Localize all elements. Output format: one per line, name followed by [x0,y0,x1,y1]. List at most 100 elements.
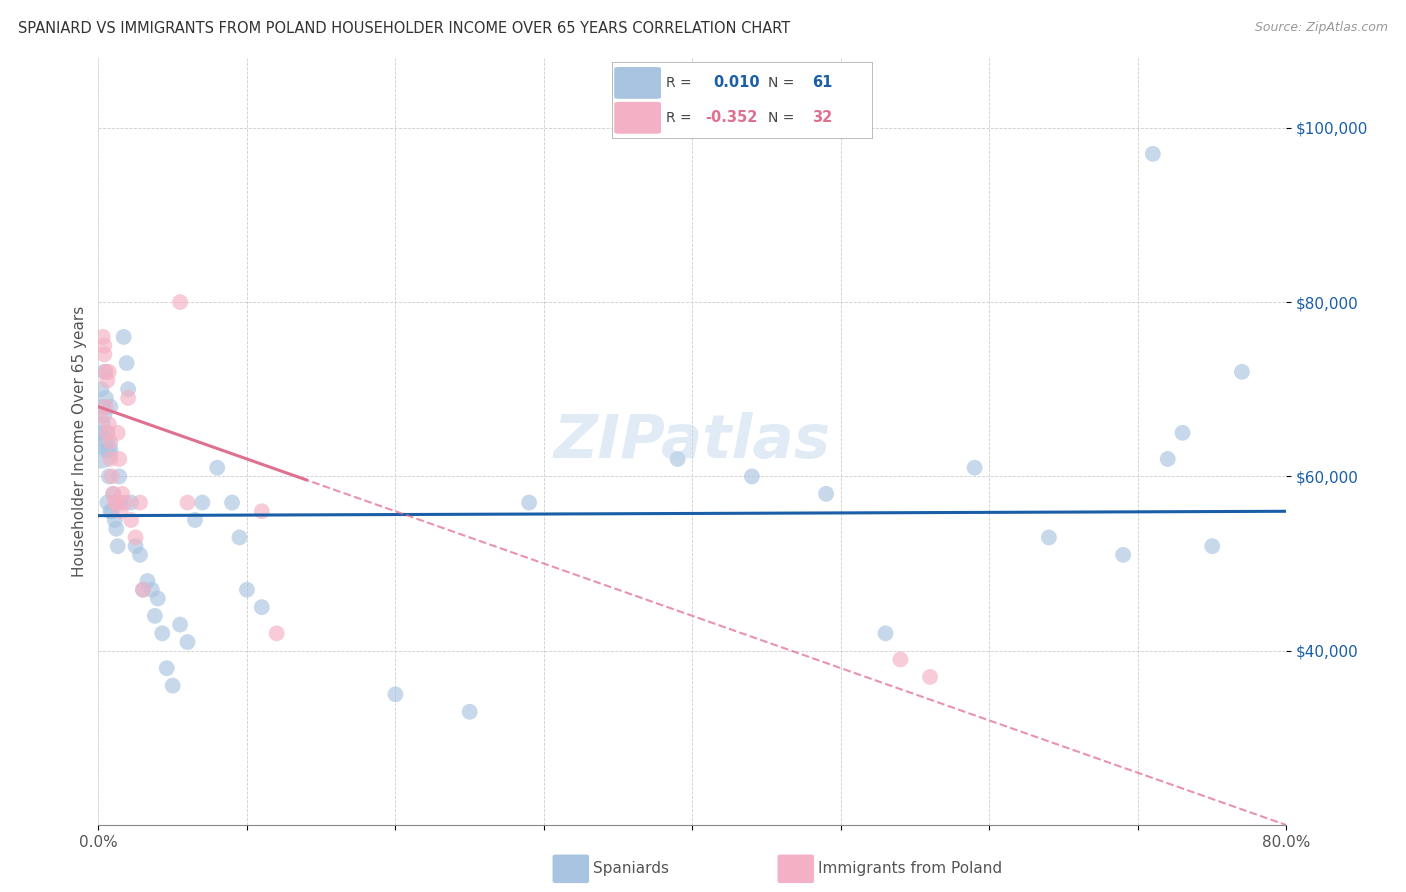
Point [1142,146,1164,161]
Point [124,539,146,553]
Point [97,417,120,431]
Point [105,495,128,509]
Text: ZIPatlas: ZIPatlas [554,412,831,471]
Point [93,338,115,352]
Text: Source: ZipAtlas.com: Source: ZipAtlas.com [1254,21,1388,34]
Point [104,495,127,509]
Point [90,382,112,396]
Point [94,434,117,449]
Text: N =: N = [768,76,794,90]
Point [250,600,273,615]
Point [169,295,191,310]
Point [91,330,114,344]
Text: N =: N = [768,111,794,125]
Point [98,400,121,414]
Text: SPANIARD VS IMMIGRANTS FROM POLAND HOUSEHOLDER INCOME OVER 65 YEARS CORRELATION : SPANIARD VS IMMIGRANTS FROM POLAND HOUSE… [18,21,790,36]
Point [666,452,689,467]
Point [98,452,121,467]
Text: Spaniards: Spaniards [593,862,669,876]
Point [169,617,191,632]
Point [129,548,152,562]
Point [101,469,124,483]
Point [97,365,120,379]
Point [1156,452,1178,467]
Point [89,409,111,423]
Text: 61: 61 [811,76,832,90]
Text: -0.352: -0.352 [706,111,758,125]
Point [90,425,112,440]
Point [117,391,139,405]
Point [517,495,540,509]
Point [94,365,117,379]
Point [112,330,135,344]
Point [111,487,134,501]
Point [94,400,117,414]
Point [120,513,142,527]
Point [889,652,911,666]
Point [94,443,117,458]
Point [96,425,118,440]
Point [458,705,481,719]
Point [741,469,763,483]
Point [146,591,169,606]
Point [97,443,120,458]
Point [110,495,132,509]
Point [205,460,228,475]
Point [129,495,152,509]
Point [143,608,166,623]
Point [101,504,124,518]
Point [98,434,121,449]
Point [108,452,131,467]
Point [114,495,136,509]
Point [132,582,155,597]
FancyBboxPatch shape [614,67,661,99]
Point [920,670,942,684]
Point [98,504,121,518]
Point [150,626,173,640]
Text: R =: R = [666,111,692,125]
Point [875,626,897,640]
Point [184,513,207,527]
Text: 0.010: 0.010 [713,76,759,90]
Point [156,661,179,675]
Text: 32: 32 [811,111,832,125]
Point [104,513,127,527]
Point [89,443,111,458]
Text: Immigrants from Poland: Immigrants from Poland [818,862,1002,876]
Point [141,582,163,597]
Point [93,365,115,379]
Point [96,495,118,509]
Point [105,522,128,536]
Point [103,487,125,501]
Point [236,582,259,597]
Y-axis label: Householder Income Over 65 years: Householder Income Over 65 years [72,306,87,577]
Point [103,487,125,501]
Point [124,530,146,544]
Point [228,530,250,544]
Point [221,495,243,509]
Point [815,487,838,501]
Point [384,687,406,701]
Point [93,347,115,361]
Point [97,469,120,483]
Point [136,574,159,588]
Point [107,425,129,440]
Point [1230,365,1253,379]
FancyBboxPatch shape [614,102,661,134]
Point [96,425,118,440]
Point [91,417,114,431]
Point [1112,548,1135,562]
Point [117,382,139,396]
Point [250,504,273,518]
Point [115,356,138,370]
Point [176,495,198,509]
Point [1171,425,1194,440]
Point [963,460,986,475]
Point [94,391,117,405]
Point [108,469,131,483]
Point [176,635,198,649]
Point [120,495,142,509]
Point [1038,530,1060,544]
Point [110,504,132,518]
Point [191,495,214,509]
